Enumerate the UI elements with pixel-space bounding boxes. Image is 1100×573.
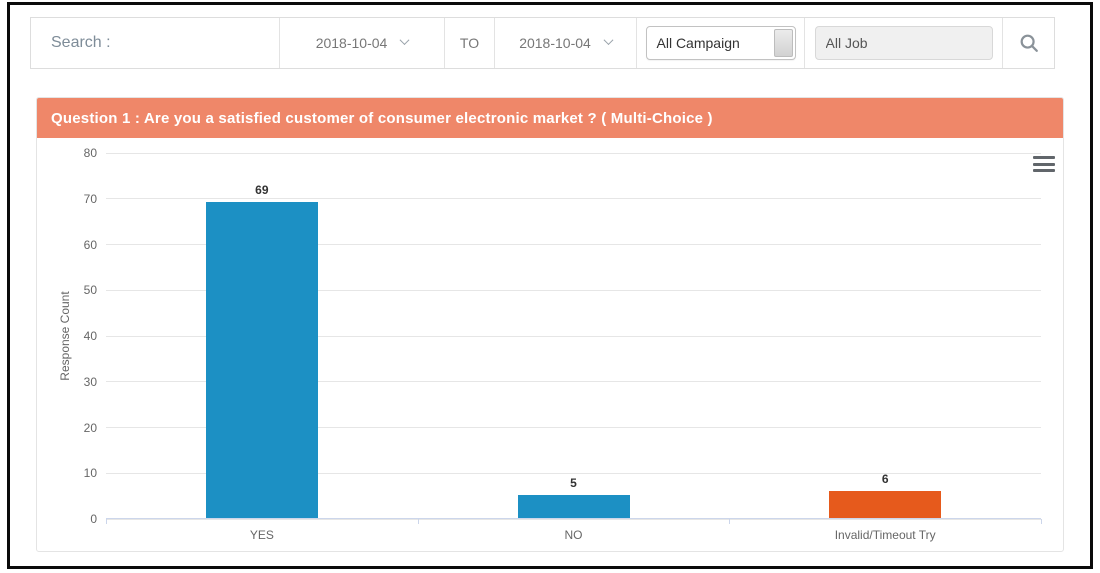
x-category-label: NO — [564, 528, 583, 542]
question-panel: Question 1 : Are you a satisfied custome… — [36, 97, 1064, 552]
x-axis-tick — [729, 519, 731, 524]
y-tick-label: 40 — [83, 329, 97, 343]
gridline — [106, 289, 1041, 291]
gridline — [106, 472, 1041, 474]
x-axis-line — [106, 518, 1041, 519]
date-to-picker[interactable]: 2018-10-04 — [494, 18, 636, 68]
gridline — [106, 427, 1041, 428]
to-label: TO — [444, 18, 494, 68]
y-tick-label: 0 — [90, 512, 97, 526]
search-button[interactable] — [1002, 18, 1054, 68]
x-axis-tick — [1041, 519, 1042, 524]
data-label: 5 — [570, 476, 577, 490]
gridline — [106, 198, 1041, 200]
y-tick-label: 10 — [83, 466, 97, 481]
chevron-down-icon — [399, 35, 410, 46]
y-tick-label: 70 — [83, 191, 97, 206]
gridline — [106, 381, 1041, 383]
hamburger-icon — [1033, 169, 1055, 172]
y-tick-label: 50 — [83, 283, 97, 298]
x-axis-tick — [106, 519, 107, 524]
y-axis-title: Response Count — [58, 291, 72, 381]
bar-invalid-timeout-try[interactable] — [829, 491, 942, 518]
campaign-select[interactable]: All Campaign — [645, 26, 796, 60]
chart-area: Response Count 0 10 20 30 40 50 60 70 80 69 YES 5 NO… — [37, 138, 1063, 551]
question-header: Question 1 : Are you a satisfied custome… — [37, 98, 1063, 138]
plot-area: 0 10 20 30 40 50 60 70 80 69 YES 5 NO 6 Invalid/Timeou… — [84, 146, 1042, 542]
search-bar: Search : 2018-10-04 TO 2018-10-04 All Ca… — [30, 17, 1055, 69]
page-frame: Search : 2018-10-04 TO 2018-10-04 All Ca… — [7, 2, 1093, 569]
gridline — [106, 335, 1041, 337]
gridline — [106, 518, 1041, 520]
gridline — [106, 244, 1041, 245]
x-axis-tick — [417, 519, 419, 524]
campaign-select-value: All Campaign — [656, 35, 740, 51]
bar-no[interactable] — [517, 495, 630, 518]
job-cell — [804, 18, 1002, 68]
select-handle-icon — [773, 29, 793, 57]
date-from-value: 2018-10-04 — [315, 35, 388, 51]
date-from-picker[interactable]: 2018-10-04 — [279, 18, 444, 68]
search-icon — [1020, 34, 1038, 52]
y-tick-label: 30 — [83, 374, 97, 389]
bar-yes[interactable] — [205, 202, 318, 518]
job-input[interactable] — [814, 26, 993, 60]
hamburger-icon — [1033, 156, 1055, 159]
campaign-cell: All Campaign — [636, 18, 804, 68]
date-to-value: 2018-10-04 — [519, 35, 591, 51]
chevron-down-icon — [603, 35, 614, 46]
y-tick-label: 60 — [83, 237, 97, 252]
search-label: Search : — [51, 34, 111, 51]
y-tick-label: 20 — [83, 420, 97, 435]
gridline — [106, 152, 1041, 154]
y-tick-label: 80 — [83, 146, 97, 160]
x-category-label: YES — [249, 528, 274, 542]
hamburger-icon — [1033, 162, 1055, 166]
chart-context-menu-button[interactable] — [1033, 156, 1055, 172]
x-category-label: Invalid/Timeout Try — [834, 528, 936, 542]
data-label: 69 — [255, 183, 269, 197]
data-label: 6 — [881, 472, 889, 486]
